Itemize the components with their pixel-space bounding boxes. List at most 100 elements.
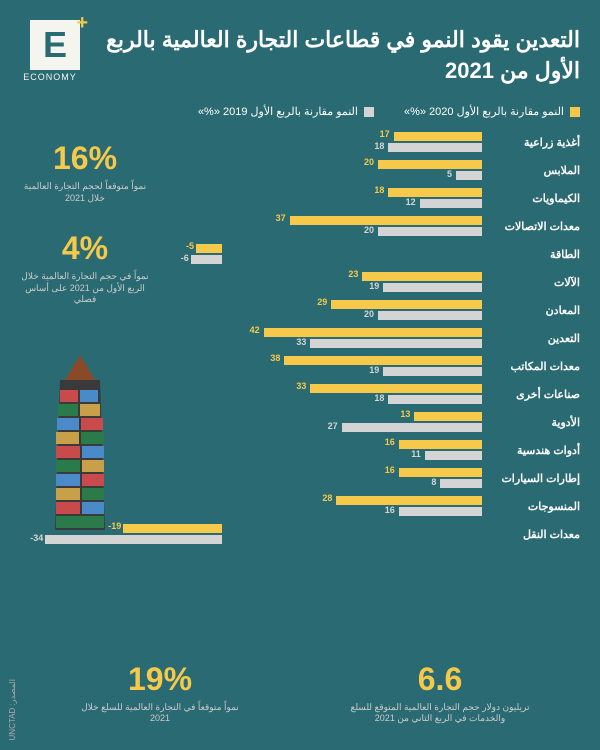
bar-2019 bbox=[388, 143, 482, 152]
bar-2019 bbox=[440, 479, 482, 488]
bar-2019 bbox=[383, 283, 482, 292]
value-2019: 12 bbox=[406, 197, 416, 207]
legend-item-2019: النمو مقارنة بالربع الأول 2019 «%» bbox=[198, 105, 374, 118]
bar-group: 28 16 bbox=[222, 494, 482, 518]
value-2020: 13 bbox=[400, 409, 410, 419]
value-2020: 5- bbox=[186, 241, 194, 251]
category-label: المعادن bbox=[490, 304, 580, 317]
chart-row: أغذية زراعية 1718 bbox=[220, 128, 580, 156]
bar-2019 bbox=[388, 395, 482, 404]
bottom-stat-1: 6.6 تريليون دولار حجم التجارة العالمية ا… bbox=[350, 661, 530, 725]
chart-row: معدات الاتصالات 37 20 bbox=[220, 212, 580, 240]
value-2019: 18 bbox=[374, 393, 384, 403]
infographic-container: E + ECONOMY التعدين يقود النمو في قطاعات… bbox=[0, 0, 600, 750]
bar-group: 42 33 bbox=[222, 326, 482, 350]
value-2019: 20 bbox=[364, 309, 374, 319]
side-stat-1: 16% نمواً متوقعاً لحجم التجارة العالمية … bbox=[20, 140, 150, 204]
value-2019: 18 bbox=[374, 141, 384, 151]
bar-2019 bbox=[420, 199, 482, 208]
bar-group: 1718 bbox=[222, 130, 482, 154]
bar-2020 bbox=[196, 244, 222, 253]
logo-plus-icon: + bbox=[76, 12, 88, 35]
value-2020: 42 bbox=[250, 325, 260, 335]
value-2019: 20 bbox=[364, 225, 374, 235]
chart-legend: النمو مقارنة بالربع الأول 2020 «%» النمو… bbox=[198, 105, 580, 118]
logo-text: ECONOMY bbox=[20, 72, 80, 82]
bar-2020 bbox=[310, 384, 482, 393]
bar-group: 19-34- bbox=[222, 522, 482, 546]
value-2020: 38 bbox=[270, 353, 280, 363]
category-label: أغذية زراعية bbox=[490, 136, 580, 149]
category-label: الأدوية bbox=[490, 416, 580, 429]
bar-2019 bbox=[342, 423, 482, 432]
stat-number: 16% bbox=[20, 140, 150, 177]
value-2019: 19 bbox=[369, 281, 379, 291]
stat-number: 6.6 bbox=[350, 661, 530, 698]
chart-row: معدات المكاتب 38 19 bbox=[220, 352, 580, 380]
bar-2020 bbox=[394, 132, 482, 141]
chart-row: المعادن 2920 bbox=[220, 296, 580, 324]
chart-row: التعدين 42 33 bbox=[220, 324, 580, 352]
bar-2019 bbox=[310, 339, 482, 348]
legend-label-2020: النمو مقارنة بالربع الأول 2020 «%» bbox=[404, 105, 564, 118]
bar-group: 5-6- bbox=[222, 242, 482, 266]
logo-letter: E bbox=[43, 24, 67, 66]
category-label: الطاقة bbox=[490, 248, 580, 261]
ship-icon bbox=[30, 350, 130, 550]
value-2020: 18 bbox=[374, 185, 384, 195]
category-label: معدات الاتصالات bbox=[490, 220, 580, 233]
chart-row: الآلات 23 19 bbox=[220, 268, 580, 296]
category-label: معدات المكاتب bbox=[490, 360, 580, 373]
bar-2019 bbox=[378, 311, 482, 320]
page-title: التعدين يقود النمو في قطاعات التجارة الع… bbox=[100, 25, 580, 87]
bar-group: 2920 bbox=[222, 298, 482, 322]
bar-group: 13 27 bbox=[222, 410, 482, 434]
value-2020: 16 bbox=[385, 465, 395, 475]
bar-group: 1812 bbox=[222, 186, 482, 210]
chart-row: صناعات أخرى3318 bbox=[220, 380, 580, 408]
bottom-stat-2: 19% نمواً متوقعاً في التجارة العالمية لل… bbox=[70, 661, 250, 725]
legend-label-2019: النمو مقارنة بالربع الأول 2019 «%» bbox=[198, 105, 358, 118]
value-2019: 27 bbox=[328, 421, 338, 431]
bar-2020 bbox=[399, 468, 482, 477]
value-2020: 23 bbox=[348, 269, 358, 279]
category-label: التعدين bbox=[490, 332, 580, 345]
value-2020: 28 bbox=[322, 493, 332, 503]
value-2019: 16 bbox=[385, 505, 395, 515]
side-stat-2: 4% نمواً في حجم التجارة العالمية خلال ال… bbox=[20, 230, 150, 306]
stat-text: نمواً متوقعاً لحجم التجارة العالمية خلال… bbox=[20, 181, 150, 204]
bar-2020 bbox=[388, 188, 482, 197]
bar-2020 bbox=[123, 524, 222, 533]
category-label: الآلات bbox=[490, 276, 580, 289]
bar-group: 168 bbox=[222, 466, 482, 490]
legend-item-2020: النمو مقارنة بالربع الأول 2020 «%» bbox=[404, 105, 580, 118]
category-label: معدات النقل bbox=[490, 528, 580, 541]
logo-box: E + bbox=[30, 20, 80, 70]
category-label: أدوات هندسية bbox=[490, 444, 580, 457]
bar-2020 bbox=[336, 496, 482, 505]
bar-2019 bbox=[456, 171, 482, 180]
stat-number: 19% bbox=[70, 661, 250, 698]
bar-group: 23 19 bbox=[222, 270, 482, 294]
category-label: إطارات السيارات bbox=[490, 472, 580, 485]
bar-2020 bbox=[378, 160, 482, 169]
bar-group: 1611 bbox=[222, 438, 482, 462]
bar-2020 bbox=[290, 216, 482, 225]
value-2020: 37 bbox=[276, 213, 286, 223]
category-label: المنسوجات bbox=[490, 500, 580, 513]
ship-illustration bbox=[30, 350, 130, 550]
source-credit: المصدر: UNCTAD bbox=[8, 679, 17, 740]
chart-row: الملابس205 bbox=[220, 156, 580, 184]
bar-2020 bbox=[362, 272, 482, 281]
bar-group: 205 bbox=[222, 158, 482, 182]
bar-group: 33 18 bbox=[222, 382, 482, 406]
value-2019: 19 bbox=[369, 365, 379, 375]
stat-text: تريليون دولار حجم التجارة العالمية المتو… bbox=[350, 702, 530, 725]
value-2019: 5 bbox=[447, 169, 452, 179]
value-2019: 6- bbox=[181, 253, 189, 263]
value-2020: 33 bbox=[296, 381, 306, 391]
chart-row: المنسوجات 28 16 bbox=[220, 492, 580, 520]
value-2019: 33 bbox=[296, 337, 306, 347]
bar-chart: أغذية زراعية1718الملابس205الكيماويات1812… bbox=[220, 128, 580, 548]
chart-row: الأدوية 13 27 bbox=[220, 408, 580, 436]
